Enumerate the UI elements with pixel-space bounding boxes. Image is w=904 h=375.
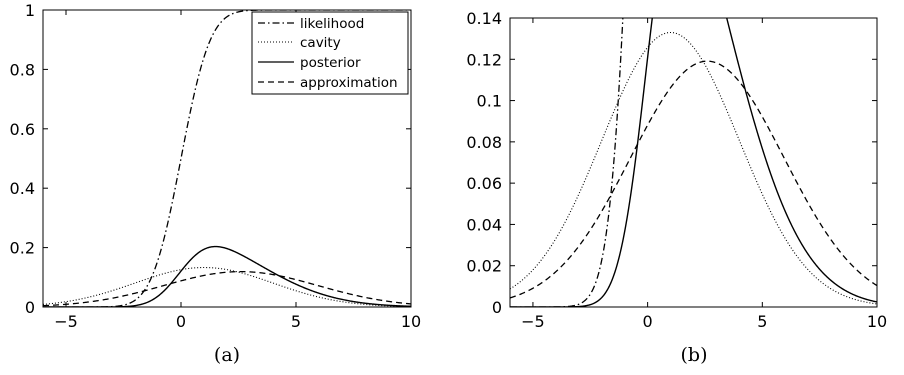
y-tick-label-b: 0.04	[466, 215, 502, 234]
legend-label-likelihood: likelihood	[300, 16, 364, 32]
legend-label-cavity: cavity	[300, 35, 341, 51]
plot-area-b	[510, 18, 877, 307]
x-tick-label-b: 5	[757, 312, 767, 331]
y-tick-label-b: 0.14	[466, 9, 502, 28]
y-tick-label-b: 0.1	[477, 92, 502, 111]
panel-a: −5 0 5 10 0 0.2 0.4 0.6 0.8 1 likelihood cavity p…	[10, 1, 422, 366]
ticks-b: −5 0 5 10 0 0.02 0.04 0.06 0.08 0.1 0.12 0.14	[466, 9, 887, 331]
y-tick-label-a: 0	[25, 298, 35, 317]
legend-box	[251, 11, 409, 95]
axes-frame-b	[509, 17, 878, 308]
y-tick-label-b: 0.12	[466, 50, 502, 69]
axes-frame-a	[42, 9, 412, 308]
x-tick-label-a: 10	[401, 312, 421, 331]
series-posterior-b	[510, 18, 877, 307]
y-tick-label-b: 0	[492, 298, 502, 317]
x-tick-label-b: −5	[521, 312, 545, 331]
panel-b: −5 0 5 10 0 0.02 0.04 0.06 0.08 0.1 0.12 0.14 (b)	[466, 9, 887, 366]
y-tick-label-a: 0.2	[10, 239, 35, 258]
series-posterior-a	[43, 245, 411, 307]
x-tick-label-b: 0	[643, 312, 653, 331]
panel-caption-b: (b)	[681, 344, 708, 366]
legend-label-approximation: approximation	[300, 75, 398, 91]
x-tick-label-a: −5	[54, 312, 78, 331]
y-tick-label-a: 0.8	[10, 60, 35, 79]
series-likelihood-b	[510, 18, 624, 307]
y-tick-label-b: 0.06	[466, 174, 502, 193]
y-tick-label-a: 0.4	[10, 179, 35, 198]
y-tick-label-a: 0.6	[10, 120, 35, 139]
series-approximation-b	[510, 60, 877, 299]
legend-label-posterior: posterior	[300, 55, 361, 71]
y-tick-label-b: 0.02	[466, 257, 502, 276]
x-tick-label-a: 0	[176, 312, 186, 331]
panel-caption-a: (a)	[214, 344, 240, 366]
series-approximation-a	[43, 270, 411, 307]
legend: likelihood cavity posterior approximatio…	[251, 11, 409, 95]
x-tick-label-b: 10	[867, 312, 887, 331]
y-tick-label-a: 1	[25, 1, 35, 20]
x-tick-label-a: 5	[291, 312, 301, 331]
y-tick-label-b: 0.08	[466, 133, 502, 152]
ticks-a: −5 0 5 10 0 0.2 0.4 0.6 0.8 1	[10, 1, 422, 331]
